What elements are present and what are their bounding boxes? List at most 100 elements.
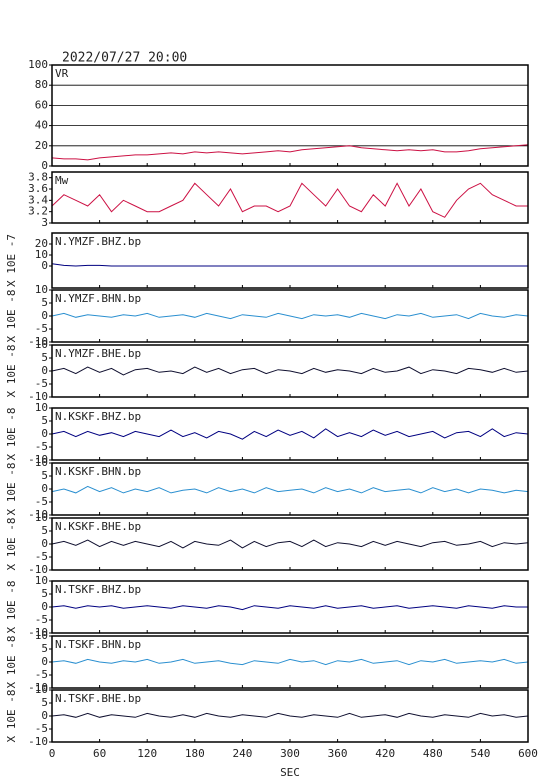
x-tick-label: 0: [49, 747, 56, 760]
y-tick-label: 0: [41, 259, 48, 272]
series-line: [51, 366, 529, 376]
panel-frame: [51, 171, 529, 224]
y-tick-label: 3.4: [28, 193, 48, 206]
y-tick-label: 10: [35, 283, 48, 296]
panel-frame: [51, 232, 529, 289]
panel-label: N.KSKF.BHZ.bp: [55, 410, 141, 423]
y-tick-label: -5: [35, 722, 48, 735]
y-tick-label: 10: [35, 401, 48, 414]
y-axis-label: X 10E -8: [5, 290, 18, 343]
panel-label: N.KSKF.BHN.bp: [55, 465, 141, 478]
series-line: [51, 144, 529, 161]
x-tick-label: 240: [232, 747, 252, 760]
y-tick-label: 40: [35, 119, 48, 132]
y-tick-label: 3.8: [28, 171, 48, 184]
y-tick-label: -10: [28, 735, 48, 748]
panel-frame: [51, 407, 529, 461]
chart-title: 2022/07/27 20:00: [62, 51, 187, 66]
y-tick-label: 60: [35, 98, 48, 111]
y-tick-label: 3: [41, 216, 48, 229]
series-line: [51, 182, 528, 218]
panel-label: N.KSKF.BHE.bp: [55, 520, 141, 533]
y-tick-label: 3.2: [28, 205, 48, 218]
series-line: [51, 712, 529, 718]
y-tick-label: 0: [41, 600, 48, 613]
y-tick-label: 0: [41, 364, 48, 377]
y-tick-label: 0: [41, 427, 48, 440]
y-tick-label: 10: [35, 511, 48, 524]
y-tick-label: 5: [41, 351, 48, 364]
y-axis-label: X 10E -8: [5, 408, 18, 461]
y-tick-label: -5: [35, 440, 48, 453]
x-tick-label: 360: [328, 747, 348, 760]
y-tick-label: 10: [35, 629, 48, 642]
y-tick-label: 5: [41, 696, 48, 709]
panel-frame: [51, 289, 529, 343]
y-axis-label: X 10E -8: [5, 345, 18, 398]
y-tick-label: 20: [35, 237, 48, 250]
series-line: [51, 539, 529, 549]
x-tick-label: 480: [423, 747, 443, 760]
panel-frame: [51, 689, 529, 743]
y-tick-label: 10: [35, 456, 48, 469]
y-tick-label: -10: [28, 563, 48, 576]
y-tick-label: 10: [35, 338, 48, 351]
y-tick-label: -10: [28, 335, 48, 348]
y-tick-label: 100: [28, 58, 48, 71]
x-tick-label: 420: [375, 747, 395, 760]
y-tick-label: -5: [35, 495, 48, 508]
panel-label: N.YMZF.BHE.bp: [55, 347, 141, 360]
panel-frame: [51, 462, 529, 516]
y-tick-label: -10: [28, 453, 48, 466]
y-tick-label: 5: [41, 469, 48, 482]
y-tick-label: 0: [41, 309, 48, 322]
series-line: [51, 658, 529, 666]
series-line: [51, 605, 528, 611]
panel-frame: [51, 64, 529, 167]
y-tick-label: 10: [35, 574, 48, 587]
x-tick-label: 600: [518, 747, 538, 760]
y-tick-label: 0: [41, 709, 48, 722]
series-line: [51, 263, 528, 267]
y-tick-label: 5: [41, 642, 48, 655]
y-tick-label: -5: [35, 668, 48, 681]
y-axis-label: X 10E -8: [5, 690, 18, 743]
panel-label: Mw: [55, 174, 69, 187]
y-tick-label: 0: [41, 159, 48, 172]
y-tick-label: -10: [28, 681, 48, 694]
y-tick-label: -5: [35, 550, 48, 563]
y-tick-label: 5: [41, 587, 48, 600]
y-tick-label: 3.6: [28, 182, 48, 195]
x-tick-label: 540: [470, 747, 490, 760]
panel-frame: [51, 635, 529, 689]
y-tick-label: 5: [41, 414, 48, 427]
x-tick-label: 60: [93, 747, 106, 760]
y-tick-label: 0: [41, 482, 48, 495]
y-tick-label: -5: [35, 613, 48, 626]
panel-label: N.TSKF.BHN.bp: [55, 638, 141, 651]
panel-label: N.YMZF.BHN.bp: [55, 292, 141, 305]
y-tick-label: -10: [28, 390, 48, 403]
panel-label: N.YMZF.BHZ.bp: [55, 235, 141, 248]
panel-label: VR: [55, 67, 69, 80]
y-tick-label: 0: [41, 655, 48, 668]
series-line: [51, 485, 529, 494]
x-tick-label: 300: [280, 747, 300, 760]
x-axis-label: SEC: [280, 766, 300, 779]
series-line: [51, 312, 529, 320]
y-axis-label: X 10E -8: [5, 581, 18, 634]
x-tick-label: 120: [137, 747, 157, 760]
y-axis-label: X 10E -8: [5, 636, 18, 689]
panel-frame: [51, 344, 529, 398]
y-tick-label: -10: [28, 508, 48, 521]
series-line: [51, 428, 529, 440]
y-tick-label: 5: [41, 296, 48, 309]
y-tick-label: 10: [35, 248, 48, 261]
y-tick-label: 0: [41, 537, 48, 550]
y-tick-label: 80: [35, 78, 48, 91]
y-axis-label: X 10E -7: [5, 234, 18, 287]
y-axis-label: X 10E -8: [5, 518, 18, 571]
panel-frame: [51, 517, 529, 571]
y-tick-label: -10: [28, 626, 48, 639]
